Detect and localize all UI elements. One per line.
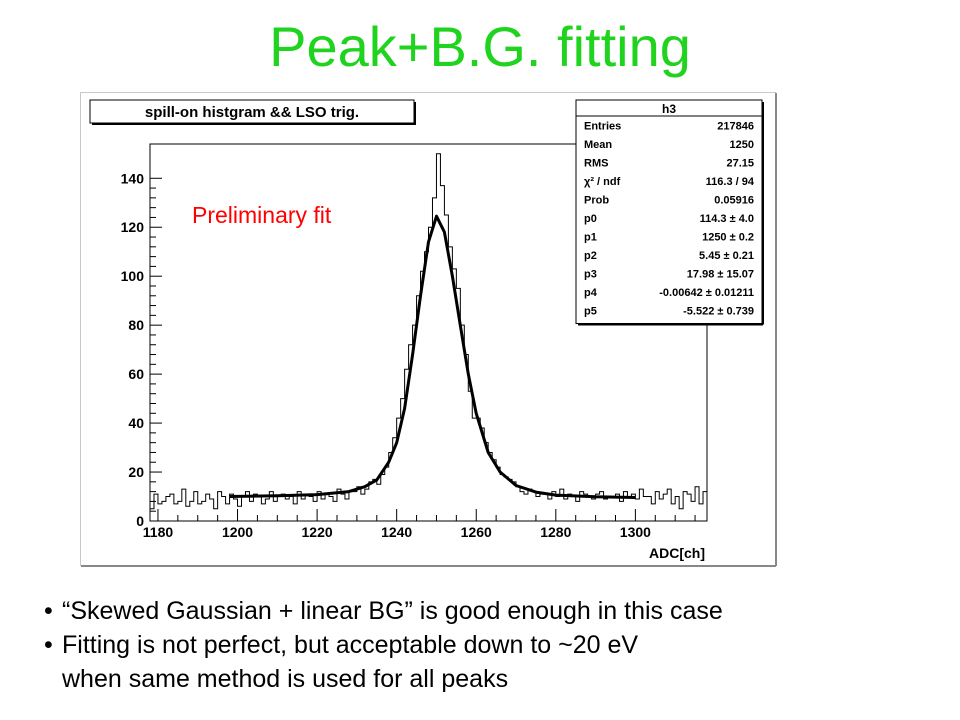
stats-row-label: RMS [584,158,608,170]
bullet-continuation: when same method is used for all peaks [62,665,509,693]
stats-row-value: 0.05916 [714,195,754,207]
stats-row-label: p4 [584,287,598,299]
y-tick-label: 20 [128,464,144,480]
stats-row-value: 114.3 ± 4.0 [700,213,754,225]
y-tick-label: 60 [128,366,144,382]
bullet-marker: • [44,631,53,659]
y-tick-label: 80 [128,317,144,333]
bullet-list: • “Skewed Gaussian + linear BG” is good e… [44,594,723,696]
stats-row-value: 5.45 ± 0.21 [699,250,754,262]
x-tick-label: 1200 [222,524,253,540]
stats-row-label: Mean [584,139,612,151]
stats-row-label: p5 [584,306,597,318]
y-tick-label: 0 [136,513,144,529]
y-tick-label: 40 [128,415,144,431]
stats-row-value: 27.15 [726,158,754,170]
stats-box-name: h3 [662,102,676,116]
fit-curve-line [229,214,636,499]
bullet-item: • Fitting is not perfect, but acceptable … [44,628,723,662]
stats-row-value: 217846 [717,121,754,133]
fit-series [229,214,636,499]
stats-row-label: p3 [584,269,597,281]
x-tick-label: 1280 [540,524,571,540]
stats-row-label: Prob [584,195,609,207]
stats-row-label: χ² / ndf [584,176,621,188]
bullet-item: • “Skewed Gaussian + linear BG” is good e… [44,594,723,628]
y-tick-label: 140 [121,170,145,186]
y-tick-label: 100 [121,268,145,284]
x-tick-label: 1260 [461,524,492,540]
axes-group: 0 20 40 60 80 100 120 140 1180 1200 1220 1240 1260 12… [121,170,696,540]
stats-row-value: -5.522 ± 0.739 [683,306,754,318]
stats-row-label: Entries [584,121,621,133]
y-tick-label: 120 [121,219,145,235]
hist-title: spill-on histgram && LSO trig. [145,104,359,121]
preliminary-annotation: Preliminary fit [192,202,332,228]
histogram-chart: spill-on histgram && LSO trig. 0 20 40 60 80… [80,92,777,567]
stats-box: h3 Entries 217846 Mean 1250 RMS 27.15 χ² / ndf 1… [575,99,764,326]
x-tick-label: 1300 [620,524,651,540]
bullet-text: Fitting is not perfect, but acceptable d… [62,631,639,659]
x-axis-label: ADC[ch] [649,545,705,561]
stats-row-value: 116.3 / 94 [706,176,755,188]
stats-row-label: p1 [584,232,597,244]
stats-row-label: p2 [584,250,597,262]
stats-row-value: 17.98 ± 15.07 [687,269,754,281]
stats-box-frame [575,99,763,324]
stats-row-label: p0 [584,213,597,225]
slide-title: Peak+B.G. fitting [269,15,691,78]
plot-frame [149,143,708,522]
bullet-text: “Skewed Gaussian + linear BG” is good en… [62,597,723,625]
stats-row-value: 1250 ± 0.2 [702,232,754,244]
root-canvas: spill-on histgram && LSO trig. 0 20 40 60 80… [80,92,780,573]
stats-row-value: -0.00642 ± 0.01211 [659,287,754,299]
x-tick-label: 1220 [302,524,333,540]
x-tick-label: 1240 [381,524,412,540]
bullet-marker: • [44,597,53,625]
stats-row-value: 1250 [730,139,754,151]
x-tick-label: 1180 [143,524,174,540]
